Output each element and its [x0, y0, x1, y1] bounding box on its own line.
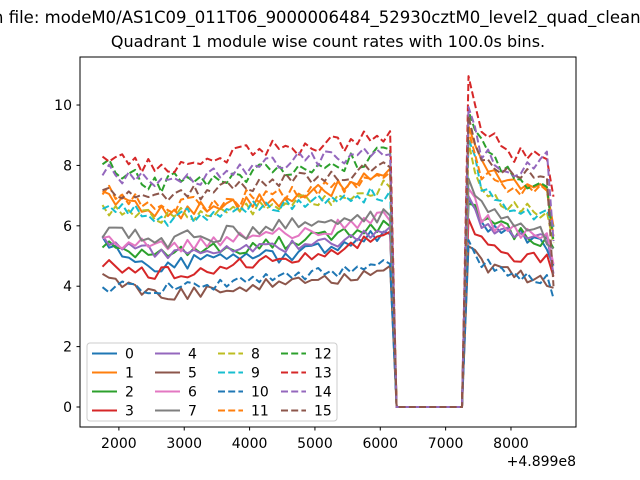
series-line-4 [101, 195, 555, 408]
figure-file-title: n file: modeM0/AS1C09_011T06_9000006484_… [0, 8, 640, 27]
legend-label: 0 [125, 347, 134, 363]
legend-label: 14 [314, 385, 332, 401]
x-axis-offset-label: +4.899e8 [507, 454, 576, 470]
legend-item-2: 2 [92, 385, 134, 401]
legend-item-4: 4 [155, 347, 197, 363]
x-tick-label: 7000 [428, 436, 464, 452]
axes-title: Quadrant 1 module wise count rates with … [110, 32, 546, 51]
legend-label: 4 [188, 347, 197, 363]
legend-label: 15 [314, 404, 332, 420]
legend-item-6: 6 [155, 385, 197, 401]
legend-item-5: 5 [155, 366, 197, 382]
legend-item-9: 9 [218, 366, 260, 382]
legend-label: 6 [188, 385, 197, 401]
series-line-12 [101, 109, 555, 408]
series-line-5 [101, 245, 554, 408]
series-line-10 [101, 239, 555, 408]
legend-label: 11 [251, 404, 269, 420]
legend-box [86, 342, 338, 422]
x-tick-label: 6000 [362, 436, 398, 452]
legend-item-8: 8 [218, 347, 260, 363]
y-tick-label: 2 [63, 340, 72, 356]
legend-label: 8 [251, 347, 260, 363]
legend-label: 2 [125, 385, 134, 401]
y-tick-label: 4 [63, 279, 72, 295]
legend-label: 5 [188, 366, 197, 382]
x-tick-label: 8000 [493, 436, 529, 452]
y-tick-label: 6 [63, 219, 72, 235]
series-line-3 [101, 217, 555, 408]
series-line-15 [102, 114, 555, 408]
series-line-13 [101, 75, 555, 408]
legend-label: 10 [251, 385, 269, 401]
y-tick-label: 8 [63, 158, 72, 174]
legend-label: 12 [314, 347, 332, 363]
series-group [101, 75, 555, 408]
series-line-9 [102, 137, 555, 408]
series-line-6 [102, 187, 555, 408]
legend-item-15: 15 [281, 404, 332, 420]
ticks-group: 2000 3000 4000 5000 6000 7000 80000246810+4.89… [54, 98, 576, 470]
legend-item-1: 1 [92, 366, 134, 382]
legend-label: 9 [251, 366, 260, 382]
legend-label: 3 [125, 404, 134, 420]
legend-item-7: 7 [155, 404, 197, 420]
legend-item-3: 3 [92, 404, 134, 420]
x-tick-label: 3000 [166, 436, 202, 452]
legend-label: 7 [188, 404, 197, 420]
series-line-14 [101, 106, 555, 408]
legend-item-14: 14 [281, 385, 332, 401]
legend-item-11: 11 [218, 404, 269, 420]
series-line-11 [101, 130, 555, 408]
legend-label: 1 [125, 366, 134, 382]
legend-label: 13 [314, 366, 332, 382]
x-tick-label: 4000 [232, 436, 268, 452]
y-tick-label: 10 [54, 98, 72, 114]
axes-frame [79, 56, 577, 428]
series-line-7 [101, 177, 555, 408]
legend-item-10: 10 [218, 385, 269, 401]
y-tick-label: 0 [63, 400, 72, 416]
legend-item-0: 0 [92, 347, 134, 363]
x-tick-label: 2000 [101, 436, 137, 452]
legend-item-13: 13 [281, 366, 332, 382]
x-tick-label: 5000 [297, 436, 333, 452]
legend-item-12: 12 [281, 347, 332, 363]
